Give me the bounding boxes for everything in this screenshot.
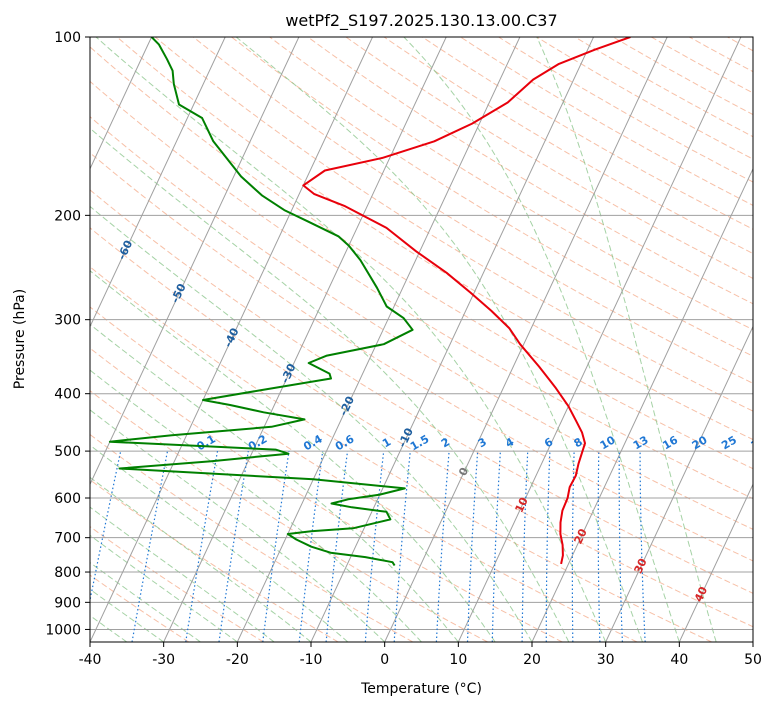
y-tick-label: 400	[54, 387, 81, 403]
dry-adiabat	[116, 37, 753, 441]
dry-adiabat	[90, 433, 414, 642]
moist-adiabat	[90, 409, 386, 642]
mixing-ratio-line	[262, 451, 290, 642]
isotherm-label: 40	[692, 584, 710, 604]
dry-adiabat	[90, 266, 712, 642]
dewpoint-line	[108, 37, 414, 567]
x-tick-label: -40	[79, 652, 102, 668]
moist-adiabat	[90, 588, 164, 642]
x-tick-label: -20	[226, 652, 249, 668]
isotherm-line	[678, 483, 753, 642]
dry-adiabat	[90, 525, 264, 642]
y-tick-label: 600	[54, 491, 81, 507]
x-tick-label: -30	[152, 652, 175, 668]
plot-frame	[89, 36, 754, 643]
dry-adiabat	[90, 152, 753, 562]
dry-adiabat	[498, 37, 753, 183]
dry-adiabat	[90, 227, 753, 628]
mixing-ratio-line	[325, 451, 349, 642]
isotherm-label: 30	[632, 556, 650, 576]
isotherm-line	[90, 37, 226, 328]
mixing-ratio-label: 30	[749, 433, 769, 452]
dry-adiabat	[90, 189, 753, 594]
dry-adiabat	[90, 80, 753, 500]
x-tick-label: 50	[744, 652, 762, 668]
dry-adiabat	[421, 37, 753, 230]
isotherm-line	[236, 37, 521, 642]
isotherm-line	[605, 325, 753, 642]
dry-adiabat	[231, 37, 753, 357]
y-tick-label: 300	[54, 313, 81, 329]
dry-adiabat	[90, 347, 563, 642]
y-axis-label: Pressure (hPa)	[12, 289, 28, 389]
moist-adiabat	[403, 37, 680, 642]
isotherm-line	[90, 37, 374, 642]
dry-adiabat	[90, 479, 339, 642]
moist-adiabat	[235, 37, 643, 642]
moist-adiabat	[90, 562, 201, 642]
y-tick-label: 700	[54, 531, 81, 547]
dry-adiabat	[192, 37, 753, 384]
isotherm-line	[163, 37, 447, 642]
x-tick-label: 20	[523, 652, 541, 668]
isotherm-label: 20	[572, 526, 590, 546]
x-tick-label: 10	[449, 652, 467, 668]
sounding-series	[108, 37, 631, 567]
moist-adiabat	[90, 127, 570, 642]
x-axis-ticks: -40 -30 -20 -10 0 10 20 30 40 50	[79, 642, 762, 668]
x-tick-label: 0	[380, 652, 389, 668]
moist-adiabat	[95, 37, 607, 642]
dry-adiabat	[574, 37, 753, 138]
x-tick-label: -10	[300, 652, 323, 668]
mixing-ratio-line	[218, 451, 249, 642]
background-lines	[90, 37, 753, 642]
isotherm-line	[310, 37, 595, 642]
y-tick-label: 200	[54, 208, 81, 224]
isotherm-line	[90, 37, 300, 486]
chart-title: wetPf2_S197.2025.130.13.00.C37	[285, 11, 557, 31]
y-axis-ticks: 1000 900 800 700 600 500 400 300 200 100	[45, 30, 90, 638]
moist-adiabat	[536, 37, 717, 642]
y-tick-label: 500	[54, 444, 81, 460]
y-tick-label: 900	[54, 595, 81, 611]
temperature-line	[302, 37, 631, 565]
dry-adiabat	[536, 37, 753, 160]
isotherm-line	[384, 37, 668, 642]
isotherm-line	[457, 37, 742, 642]
moist-adiabat	[90, 444, 349, 642]
x-tick-label: 40	[670, 652, 688, 668]
isotherm-label: 10	[513, 495, 531, 515]
x-tick-label: 30	[597, 652, 615, 668]
dry-adiabat	[154, 37, 753, 412]
moist-adiabat	[90, 369, 422, 642]
isotherm-line	[531, 167, 753, 642]
dry-adiabat	[90, 116, 753, 530]
mixing-ratio-line	[393, 451, 411, 642]
dry-adiabat	[307, 37, 753, 305]
moist-adiabat	[90, 323, 459, 642]
isotherm-line	[90, 37, 153, 170]
dry-adiabat	[460, 37, 753, 206]
moist-adiabat	[90, 205, 533, 642]
y-tick-label: 100	[54, 30, 81, 46]
mixing-ratio-line	[298, 451, 324, 642]
x-axis-label: Temperature (°C)	[360, 681, 482, 697]
dry-adiabat	[345, 37, 753, 279]
dry-adiabat	[90, 306, 638, 642]
y-tick-label: 1000	[45, 622, 81, 638]
y-tick-label: 800	[54, 565, 81, 581]
moist-adiabat	[90, 270, 496, 642]
